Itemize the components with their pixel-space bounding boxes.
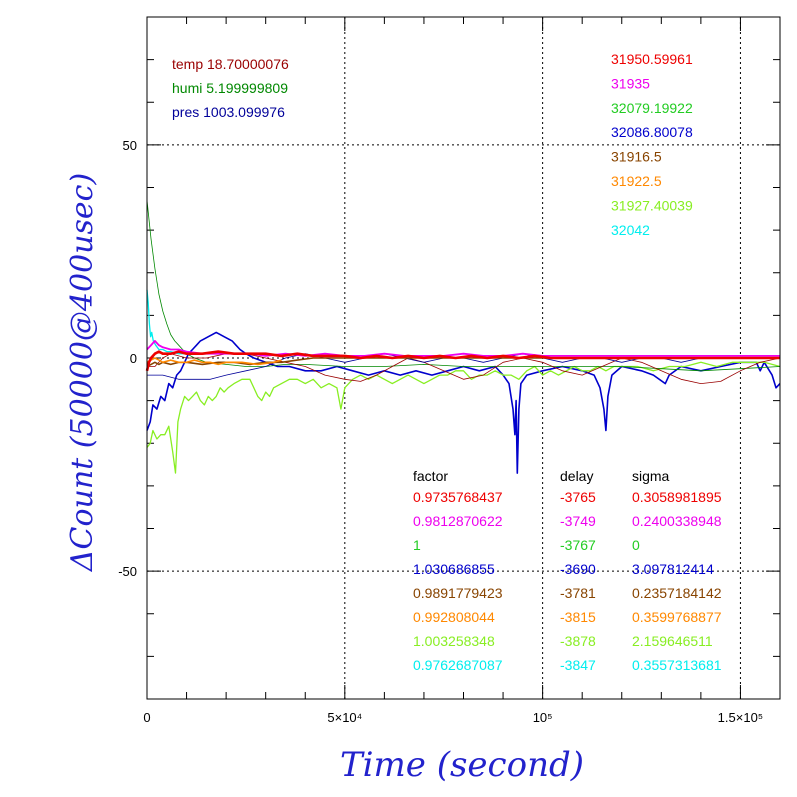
table-cell-delay: -3767 — [560, 537, 596, 553]
table-cell-factor: 0.9812870622 — [413, 513, 503, 529]
table-cell-sigma: 0.2357184142 — [632, 585, 722, 601]
x-tick-label: 0 — [143, 710, 150, 725]
y-tick-label: -50 — [118, 564, 137, 579]
env-label: humi 5.199999809 — [172, 80, 288, 96]
series-mean-label: 31935 — [611, 75, 650, 91]
series-mean-label: 31927.40039 — [611, 197, 693, 213]
table-cell-sigma: 2.159646511 — [632, 633, 713, 649]
table-cell-sigma: 0.3599768877 — [632, 609, 722, 625]
table-cell-sigma: 0 — [632, 537, 640, 553]
table-cell-delay: -3878 — [560, 633, 596, 649]
means-legend: 31950.59961 31935 32079.19922 32086.80078 31… — [611, 51, 693, 238]
table-cell-factor: 0.9735768437 — [413, 489, 503, 505]
table-cell-factor: 1.030686855 — [413, 561, 495, 577]
table-cell-delay: -3847 — [560, 657, 596, 673]
table-cell-delay: -3765 — [560, 489, 596, 505]
series-line — [146, 361, 781, 474]
table-cell-delay: -3749 — [560, 513, 596, 529]
table-cell-factor: 1 — [413, 537, 421, 553]
series-line — [145, 350, 780, 372]
table-cell-sigma: 0.3058981895 — [632, 489, 722, 505]
env-legend: temp 18.70000076 humi 5.199999809 pres 100… — [172, 56, 289, 120]
series-line — [146, 357, 282, 366]
env-label: temp 18.70000076 — [172, 56, 289, 72]
table-cell-sigma: 3.097812414 — [632, 561, 714, 577]
table-cell-sigma: 0.2400338948 — [632, 513, 722, 529]
series-mean-label: 31950.59961 — [611, 51, 693, 67]
y-tick-labels: 50 0 -50 — [118, 138, 137, 579]
table-cell-delay: -3690 — [560, 561, 596, 577]
env-label: pres 1003.099976 — [172, 104, 285, 120]
stats-table: factor delay sigma 0.9735768437 -3765 0.30589… — [413, 468, 722, 673]
series-mean-label: 31916.5 — [611, 149, 662, 165]
x-tick-label: 5×10⁴ — [327, 710, 362, 725]
plot-frame — [146, 16, 781, 700]
series-line — [146, 289, 187, 355]
y-tick-label: 50 — [123, 138, 137, 153]
table-cell-delay: -3815 — [560, 609, 596, 625]
y-tick-label: 0 — [130, 351, 137, 366]
table-header: delay — [560, 468, 593, 484]
series-mean-label: 31922.5 — [611, 173, 662, 189]
table-cell-delay: -3781 — [560, 585, 596, 601]
minor-ticks — [147, 17, 780, 699]
table-cell-factor: 0.9762687087 — [413, 657, 503, 673]
x-tick-label: 10⁵ — [533, 710, 553, 725]
series-mean-label: 32042 — [611, 222, 650, 238]
x-tick-labels: 0 5×10⁴ 10⁵ 1.5×10⁵ — [143, 710, 763, 725]
plot-area — [145, 200, 781, 474]
table-cell-factor: 0.992808044 — [413, 609, 495, 625]
series-line — [146, 331, 781, 474]
x-tick-label: 1.5×10⁵ — [718, 710, 764, 725]
table-cell-factor: 0.9891779423 — [413, 585, 503, 601]
x-axis-title: Time (second) — [340, 745, 584, 785]
table-cell-factor: 1.003258348 — [413, 633, 495, 649]
y-axis-title: ΔCount (50000@400usec) — [65, 173, 100, 572]
series-mean-label: 32079.19922 — [611, 100, 693, 116]
series-line — [146, 200, 781, 372]
series-mean-label: 32086.80078 — [611, 124, 693, 140]
table-header: factor — [413, 468, 448, 484]
table-cell-sigma: 0.3557313681 — [632, 657, 722, 673]
table-header: sigma — [632, 468, 670, 484]
